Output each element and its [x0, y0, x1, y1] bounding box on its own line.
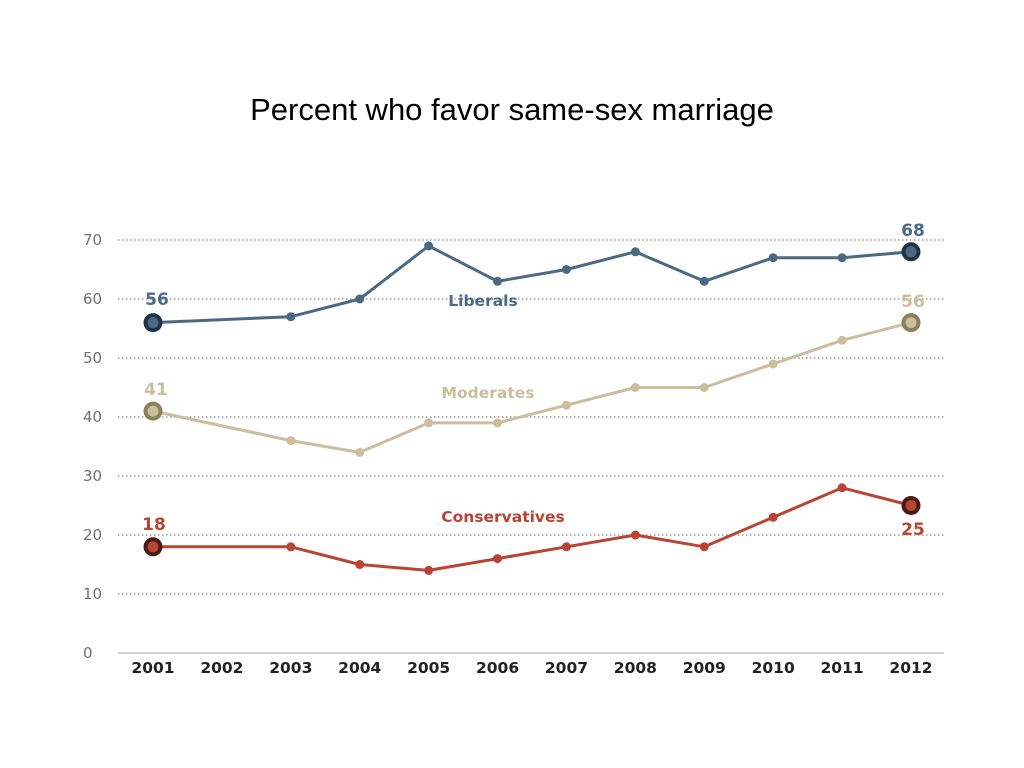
end-value-label-conservatives: 25: [901, 520, 925, 540]
endpoint-marker-inner-conservatives: [905, 500, 917, 511]
data-point-liberals: [493, 276, 503, 286]
y-tick-label: 60: [83, 290, 102, 308]
data-point-liberals: [561, 265, 571, 274]
data-point-moderates: [286, 436, 296, 446]
y-tick-label: 20: [83, 526, 102, 544]
series-line-liberals: [151, 244, 913, 325]
y-tick-label: 40: [83, 408, 102, 426]
data-point-moderates: [630, 383, 640, 392]
y-tick-label: 30: [83, 467, 102, 485]
endpoint-marker-inner-moderates: [147, 405, 159, 417]
start-value-label-conservatives: 18: [142, 515, 166, 535]
endpoint-marker-inner-liberals: [147, 317, 159, 329]
x-tick-label: 2003: [269, 659, 312, 677]
chart-title: Percent who favor same-sex marriage: [250, 92, 774, 127]
data-point-liberals: [355, 294, 365, 304]
start-value-label-liberals: 56: [145, 290, 169, 310]
data-point-liberals: [286, 312, 296, 322]
end-value-label-liberals: 68: [901, 221, 925, 241]
data-point-moderates: [424, 418, 434, 428]
end-value-label-moderates: 56: [901, 292, 925, 312]
data-point-conservatives: [561, 542, 571, 552]
data-point-conservatives: [837, 483, 847, 493]
x-tick-label: 2009: [683, 659, 726, 677]
x-tick-label: 2004: [338, 659, 381, 677]
data-point-moderates: [561, 400, 571, 410]
data-point-conservatives: [768, 512, 778, 522]
data-point-moderates: [768, 359, 778, 369]
data-point-liberals: [424, 241, 434, 251]
x-tick-label: 2005: [407, 659, 450, 677]
endpoint-marker-inner-conservatives: [147, 541, 159, 553]
series-line-conservatives: [151, 486, 913, 572]
data-point-conservatives: [493, 554, 503, 564]
series-label-conservatives: Conservatives: [441, 508, 565, 526]
data-point-liberals: [630, 247, 640, 257]
series-label-moderates: Moderates: [442, 384, 535, 402]
x-tick-label: 2011: [821, 659, 864, 677]
data-point-conservatives: [630, 530, 640, 540]
y-tick-label: 50: [83, 349, 102, 367]
endpoint-marker-inner-liberals: [905, 246, 917, 258]
start-value-label-moderates: 41: [144, 380, 168, 400]
data-point-liberals: [699, 276, 709, 286]
data-point-moderates: [355, 447, 365, 457]
data-point-conservatives: [355, 560, 365, 569]
data-point-conservatives: [286, 542, 296, 552]
x-tick-label: 2006: [476, 659, 519, 677]
x-tick-label: 2001: [131, 659, 174, 677]
x-tick-label: 2002: [200, 659, 243, 677]
endpoint-marker-inner-moderates: [905, 317, 917, 329]
series-label-liberals: Liberals: [448, 292, 517, 310]
data-point-conservatives: [699, 542, 709, 552]
data-point-conservatives: [424, 565, 434, 575]
x-tick-label: 2010: [752, 659, 795, 677]
data-point-moderates: [493, 418, 503, 428]
x-tick-label: 2008: [614, 659, 657, 677]
data-point-moderates: [699, 383, 709, 392]
y-tick-label: 70: [83, 231, 102, 249]
y-tick-label: 10: [83, 585, 102, 603]
data-point-liberals: [768, 253, 778, 263]
x-tick-label: 2012: [889, 659, 932, 677]
data-point-liberals: [837, 253, 847, 263]
x-tick-label: 2007: [545, 659, 588, 677]
data-point-moderates: [837, 335, 847, 345]
y-tick-label: 0: [83, 644, 93, 662]
